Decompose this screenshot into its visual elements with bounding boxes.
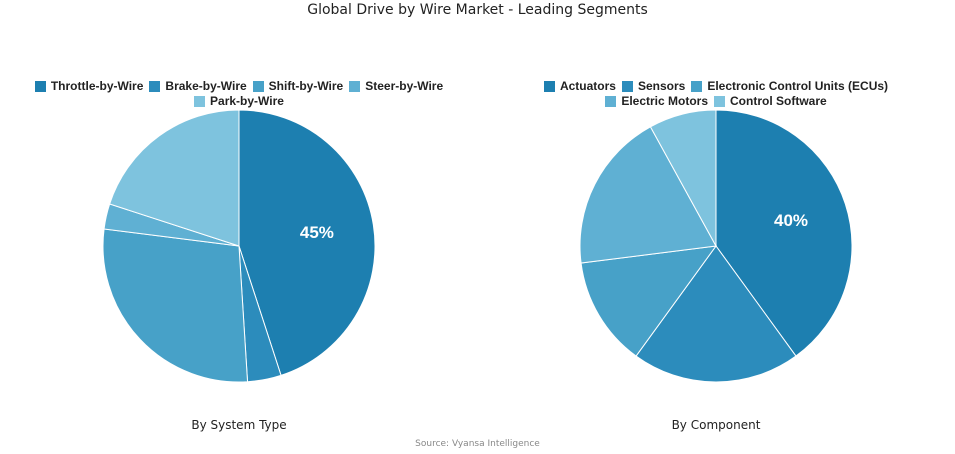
- legend-item-steer-by-wire: Steer-by-Wire: [349, 79, 443, 94]
- legend-swatch: [543, 81, 555, 92]
- legend-swatch: [714, 96, 726, 107]
- pie-label-actuators: 40%: [774, 211, 808, 230]
- system-type-chart-panel: Throttle-by-Wire Brake-by-Wire Shift-by-…: [30, 79, 448, 432]
- pie-slice-park-by-wire: [109, 109, 240, 247]
- system-type-subtitle: By System Type: [191, 418, 287, 432]
- legend-label: Actuators: [559, 79, 616, 93]
- legend-label: Brake-by-Wire: [165, 79, 247, 93]
- legend-item-actuators: Actuators: [543, 79, 616, 94]
- component-chart-panel: Actuators Sensors Electronic Control Uni…: [477, 0, 955, 454]
- legend-item-throttle-by-wire: Throttle-by-Wire: [34, 79, 144, 94]
- pie-slice-control-software: [649, 109, 717, 247]
- legend-swatch: [252, 81, 264, 92]
- component-legend: Actuators Sensors Electronic Control Uni…: [507, 79, 925, 109]
- legend-label: Control Software: [730, 94, 827, 108]
- legend-swatch: [149, 81, 161, 92]
- legend-swatch: [605, 96, 617, 107]
- pie-slice-actuators: [715, 109, 853, 357]
- legend-label: Electronic Control Units (ECUs): [707, 79, 889, 93]
- system-type-pie: 45%: [102, 109, 376, 383]
- pie-slice-sensors: [635, 245, 797, 383]
- component-subtitle: By Component: [671, 418, 761, 432]
- legend-label: Park-by-Wire: [210, 94, 284, 108]
- legend-item-sensors: Sensors: [621, 79, 686, 94]
- system-type-legend: Throttle-by-Wire Brake-by-Wire Shift-by-…: [30, 79, 448, 109]
- pie-label-throttle-by-wire: 45%: [300, 223, 334, 242]
- chart-title: Global Drive by Wire Market - Leading Se…: [307, 2, 648, 18]
- pie-slice-shift-by-wire: [102, 228, 249, 383]
- legend-label: Throttle-by-Wire: [50, 79, 144, 93]
- legend-item-park-by-wire: Park-by-Wire: [194, 94, 284, 109]
- legend-label: Steer-by-Wire: [365, 79, 444, 93]
- legend-swatch: [349, 81, 361, 92]
- pie-slice-electric-motors: [579, 126, 717, 264]
- source-note: Source: Vyansa Intelligence: [415, 439, 540, 449]
- pie-slice-throttle-by-wire: [238, 109, 376, 376]
- legend-item-ecus: Electronic Control Units (ECUs): [691, 79, 888, 94]
- legend-swatch: [34, 81, 46, 92]
- legend-item-shift-by-wire: Shift-by-Wire: [252, 79, 344, 94]
- legend-label: Sensors: [637, 79, 686, 93]
- legend-swatch: [621, 81, 633, 92]
- pie-slice-electronic-control-units-ecus: [580, 245, 718, 357]
- legend-item-brake-by-wire: Brake-by-Wire: [149, 79, 247, 94]
- legend-label: Shift-by-Wire: [268, 79, 344, 93]
- legend-swatch: [194, 96, 206, 107]
- legend-swatch: [691, 81, 703, 92]
- component-pie: 40%: [579, 109, 853, 383]
- legend-item-control-software: Control Software: [714, 94, 827, 109]
- legend-item-electric-motors: Electric Motors: [605, 94, 708, 109]
- legend-label: Electric Motors: [621, 94, 709, 108]
